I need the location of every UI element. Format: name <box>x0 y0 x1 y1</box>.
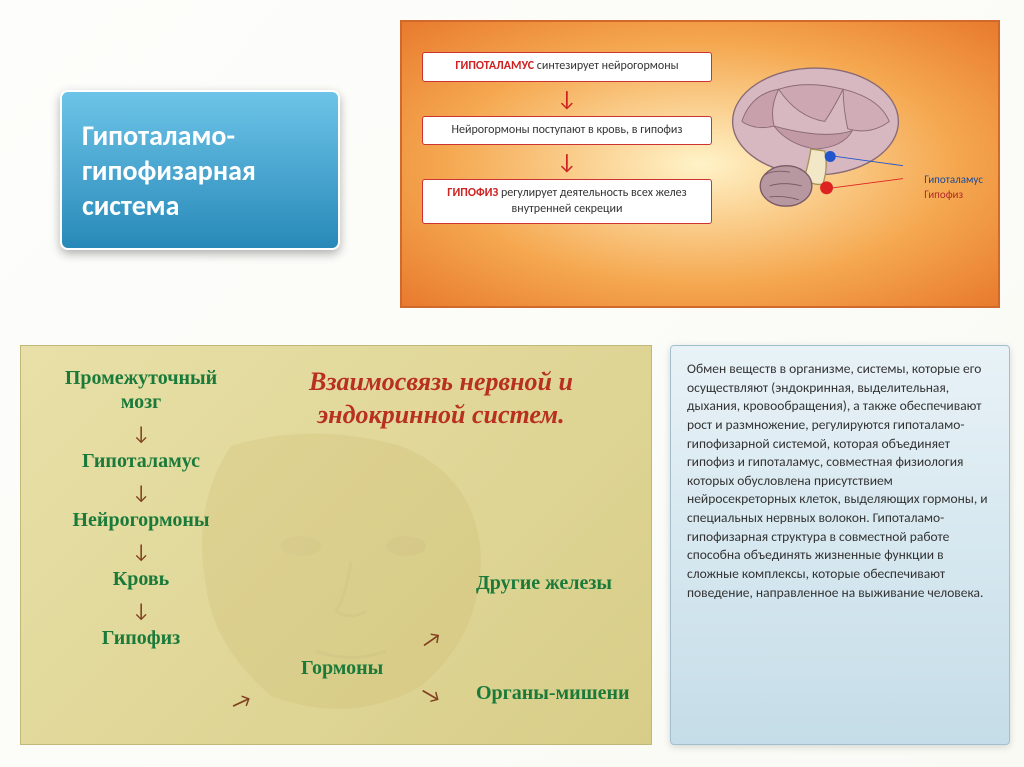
term-brain: Промежуточный мозг <box>46 366 236 414</box>
term-hypothalamus: Гипоталамус <box>46 449 236 473</box>
flow-box-1: ГИПОТАЛАМУС синтезирует нейрогормоны <box>422 52 712 82</box>
arrow-down-icon: ↓ <box>46 540 236 564</box>
page-title: Гипоталамо-гипофизарная система <box>82 118 318 223</box>
top-flow-panel: ГИПОТАЛАМУС синтезирует нейрогормоны ↓ Н… <box>400 20 1000 308</box>
brain-icon <box>723 57 908 232</box>
arrow-diag-icon: → <box>415 623 447 657</box>
label-hypothalamus: Гипоталамус <box>924 172 983 187</box>
flow-column: ГИПОТАЛАМУС синтезирует нейрогормоны ↓ Н… <box>422 52 712 230</box>
flow-box-2: Нейрогормоны поступают в кровь, в гипофи… <box>422 116 712 146</box>
arrow-down-icon: ↓ <box>46 481 236 505</box>
description-panel: Обмен веществ в организме, системы, кото… <box>670 345 1010 745</box>
arrow-down-icon: ↓ <box>46 599 236 623</box>
flow1-hl: ГИПОТАЛАМУС <box>455 59 534 73</box>
arrow-diag-icon: → <box>416 678 447 711</box>
arrow-diag-icon: → <box>226 685 255 718</box>
term-blood: Кровь <box>46 567 236 591</box>
flow-box-3: ГИПОФИЗ регулирует деятельность всех жел… <box>422 179 712 224</box>
chain-column: Промежуточный мозг ↓ Гипоталамус ↓ Нейро… <box>46 366 236 658</box>
description-text: Обмен веществ в организме, системы, кото… <box>687 360 993 602</box>
brain-labels: Гипоталамус Гипофиз <box>924 172 983 203</box>
flow3-hl: ГИПОФИЗ <box>447 186 498 200</box>
arrow-down-icon: ↓ <box>422 151 712 173</box>
term-neurohormones: Нейрогормоны <box>46 508 236 532</box>
flow1-rest: синтезирует нейрогормоны <box>534 59 679 73</box>
relation-heading: Взаимосвязь нервной и эндокринной систем… <box>281 366 601 431</box>
brain-diagram: Гипоталамус Гипофиз <box>723 57 983 277</box>
title-box: Гипоталамо-гипофизарная система <box>60 90 340 250</box>
term-pituitary: Гипофиз <box>46 626 236 650</box>
flow3-rest: регулирует деятельность всех желез внутр… <box>498 186 686 216</box>
term-hormones: Гормоны <box>301 656 383 680</box>
relation-panel: Взаимосвязь нервной и эндокринной систем… <box>20 345 652 745</box>
flow2-text: Нейрогормоны поступают в кровь, в гипофи… <box>452 123 683 137</box>
term-other-glands: Другие железы <box>476 571 612 595</box>
term-targets: Органы-мишени <box>476 681 630 705</box>
arrow-down-icon: ↓ <box>422 88 712 110</box>
label-pituitary: Гипофиз <box>924 187 983 202</box>
arrow-down-icon: ↓ <box>46 422 236 446</box>
